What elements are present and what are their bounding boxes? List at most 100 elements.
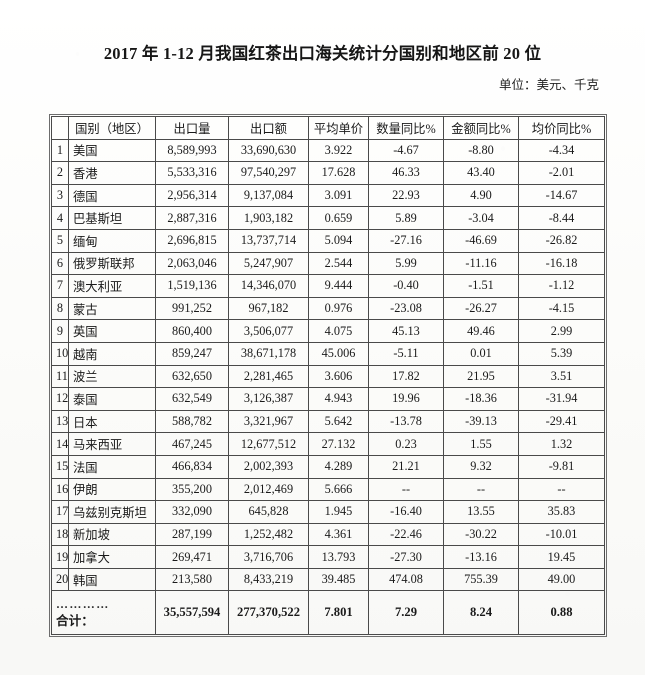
- cell-amount-yoy: -11.16: [443, 251, 519, 276]
- cell-avg-price: 4.289: [308, 454, 369, 479]
- total-avg-price: 7.801: [308, 590, 369, 636]
- row-index: 13: [51, 409, 69, 434]
- cell-amount: 33,690,630: [228, 138, 309, 163]
- cell-volume: 2,887,316: [155, 206, 229, 230]
- cell-volume: 632,549: [155, 387, 229, 411]
- cell-qty-yoy: 5.89: [368, 206, 444, 230]
- cell-country: 加拿大: [68, 545, 156, 569]
- cell-amount: 3,321,967: [228, 409, 309, 434]
- table-body: 1 美国 8,589,993 33,690,630 3.922 -4.67 -8.80 -4.…: [51, 138, 605, 592]
- cell-amount: 5,247,907: [228, 251, 309, 276]
- total-word: 合计：: [56, 614, 94, 629]
- row-index: 17: [51, 500, 69, 524]
- table-row: 6 俄罗斯联邦 2,063,046 5,247,907 2.544 5.99 -11.16-…: [51, 251, 605, 276]
- cell-country: 伊朗: [68, 477, 156, 502]
- cell-amount-yoy: -39.13: [443, 409, 519, 434]
- header-price-yoy: 均价同比%: [518, 116, 605, 140]
- total-label-cell: ………… 合计：: [51, 590, 156, 636]
- cell-amount-yoy: 9.32: [443, 454, 519, 479]
- header-index: [51, 116, 69, 140]
- cell-qty-yoy: 45.13: [368, 319, 444, 343]
- total-qty-yoy: 7.29: [368, 590, 444, 636]
- table-row: 2 香港 5,533,316 97,540,297 17.628 46.33 43.40 -2…: [51, 161, 605, 185]
- total-price-yoy: 0.88: [518, 590, 605, 636]
- cell-amount-yoy: -1.51: [443, 274, 519, 298]
- cell-country: 波兰: [68, 364, 156, 389]
- cell-avg-price: 4.361: [308, 522, 369, 547]
- cell-volume: 2,696,815: [155, 228, 229, 253]
- table-row: 9 英国 860,400 3,506,077 4.075 45.13 49.46 2.99: [51, 319, 605, 343]
- cell-country: 泰国: [68, 387, 156, 411]
- cell-qty-yoy: -4.67: [368, 138, 444, 163]
- cell-amount: 97,540,297: [228, 161, 309, 185]
- row-index: 11: [51, 364, 69, 389]
- cell-volume: 213,580: [155, 567, 229, 592]
- cell-price-yoy: 3.51: [518, 364, 605, 389]
- cell-country: 日本: [68, 409, 156, 434]
- cell-amount: 3,126,387: [228, 387, 309, 411]
- row-index: 4: [51, 206, 69, 230]
- cell-avg-price: 3.922: [308, 138, 369, 163]
- row-index: 10: [51, 341, 69, 366]
- cell-amount-yoy: 13.55: [443, 500, 519, 524]
- cell-avg-price: 5.642: [308, 409, 369, 434]
- cell-price-yoy: --: [518, 477, 605, 502]
- cell-price-yoy: -8.44: [518, 206, 605, 230]
- cell-qty-yoy: 5.99: [368, 251, 444, 276]
- cell-amount: 9,137,084: [228, 183, 309, 208]
- total-row: ………… 合计： 35,557,594 277,370,522 7.801 7.29 8.2…: [51, 590, 605, 636]
- cell-country: 英国: [68, 319, 156, 343]
- cell-avg-price: 5.666: [308, 477, 369, 502]
- cell-price-yoy: -14.67: [518, 183, 605, 208]
- row-index: 5: [51, 228, 69, 253]
- cell-country: 蒙古: [68, 296, 156, 321]
- row-index: 20: [51, 567, 69, 592]
- cell-avg-price: 45.006: [308, 341, 369, 366]
- cell-price-yoy: -31.94: [518, 387, 605, 411]
- row-index: 7: [51, 274, 69, 298]
- row-index: 15: [51, 454, 69, 479]
- unit-note: 单位：美元、千克: [498, 78, 599, 92]
- cell-amount: 2,002,393: [228, 454, 309, 479]
- row-index: 14: [51, 432, 69, 456]
- cell-volume: 332,090: [155, 500, 229, 524]
- cell-amount-yoy: -8.80: [443, 138, 519, 163]
- table-header-row: 国别（地区） 出口量 出口额 平均单价 数量同比% 金额同比% 均价同比%: [51, 116, 605, 140]
- cell-amount-yoy: -26.27: [443, 296, 519, 321]
- table-row: 4 巴基斯坦 2,887,316 1,903,182 0.659 5.89 -3.04 -8.…: [51, 206, 605, 230]
- cell-price-yoy: -29.41: [518, 409, 605, 434]
- cell-qty-yoy: -0.40: [368, 274, 444, 298]
- table-row: 1 美国 8,589,993 33,690,630 3.922 -4.67 -8.80 -4.…: [51, 138, 605, 163]
- cell-volume: 8,589,993: [155, 138, 229, 163]
- row-index: 2: [51, 161, 69, 185]
- row-index: 16: [51, 477, 69, 502]
- table-row: 5 缅甸 2,696,815 13,737,714 5.094 -27.16 -46.69-…: [51, 228, 605, 253]
- total-amount: 277,370,522: [228, 590, 309, 636]
- cell-qty-yoy: -27.30: [368, 545, 444, 569]
- cell-amount-yoy: -30.22: [443, 522, 519, 547]
- cell-qty-yoy: -13.78: [368, 409, 444, 434]
- cell-amount-yoy: 21.95: [443, 364, 519, 389]
- cell-country: 俄罗斯联邦: [68, 251, 156, 276]
- table-row: 8 蒙古 991,252 967,182 0.976 -23.08 -26.27 -4.15: [51, 296, 605, 321]
- cell-qty-yoy: 22.93: [368, 183, 444, 208]
- header-amount-yoy: 金额同比%: [443, 116, 519, 140]
- table-row: 10 越南 859,247 38,671,178 45.006 -5.11 0.01 5.39: [51, 341, 605, 366]
- cell-amount: 1,903,182: [228, 206, 309, 230]
- cell-avg-price: 39.485: [308, 567, 369, 592]
- cell-volume: 2,956,314: [155, 183, 229, 208]
- cell-avg-price: 0.976: [308, 296, 369, 321]
- cell-amount: 12,677,512: [228, 432, 309, 456]
- cell-qty-yoy: 17.82: [368, 364, 444, 389]
- cell-volume: 287,199: [155, 522, 229, 547]
- cell-qty-yoy: --: [368, 477, 444, 502]
- cell-volume: 2,063,046: [155, 251, 229, 276]
- cell-qty-yoy: -22.46: [368, 522, 444, 547]
- cell-country: 巴基斯坦: [68, 206, 156, 230]
- cell-qty-yoy: 0.23: [368, 432, 444, 456]
- cell-volume: 588,782: [155, 409, 229, 434]
- cell-qty-yoy: 46.33: [368, 161, 444, 185]
- cell-avg-price: 1.945: [308, 500, 369, 524]
